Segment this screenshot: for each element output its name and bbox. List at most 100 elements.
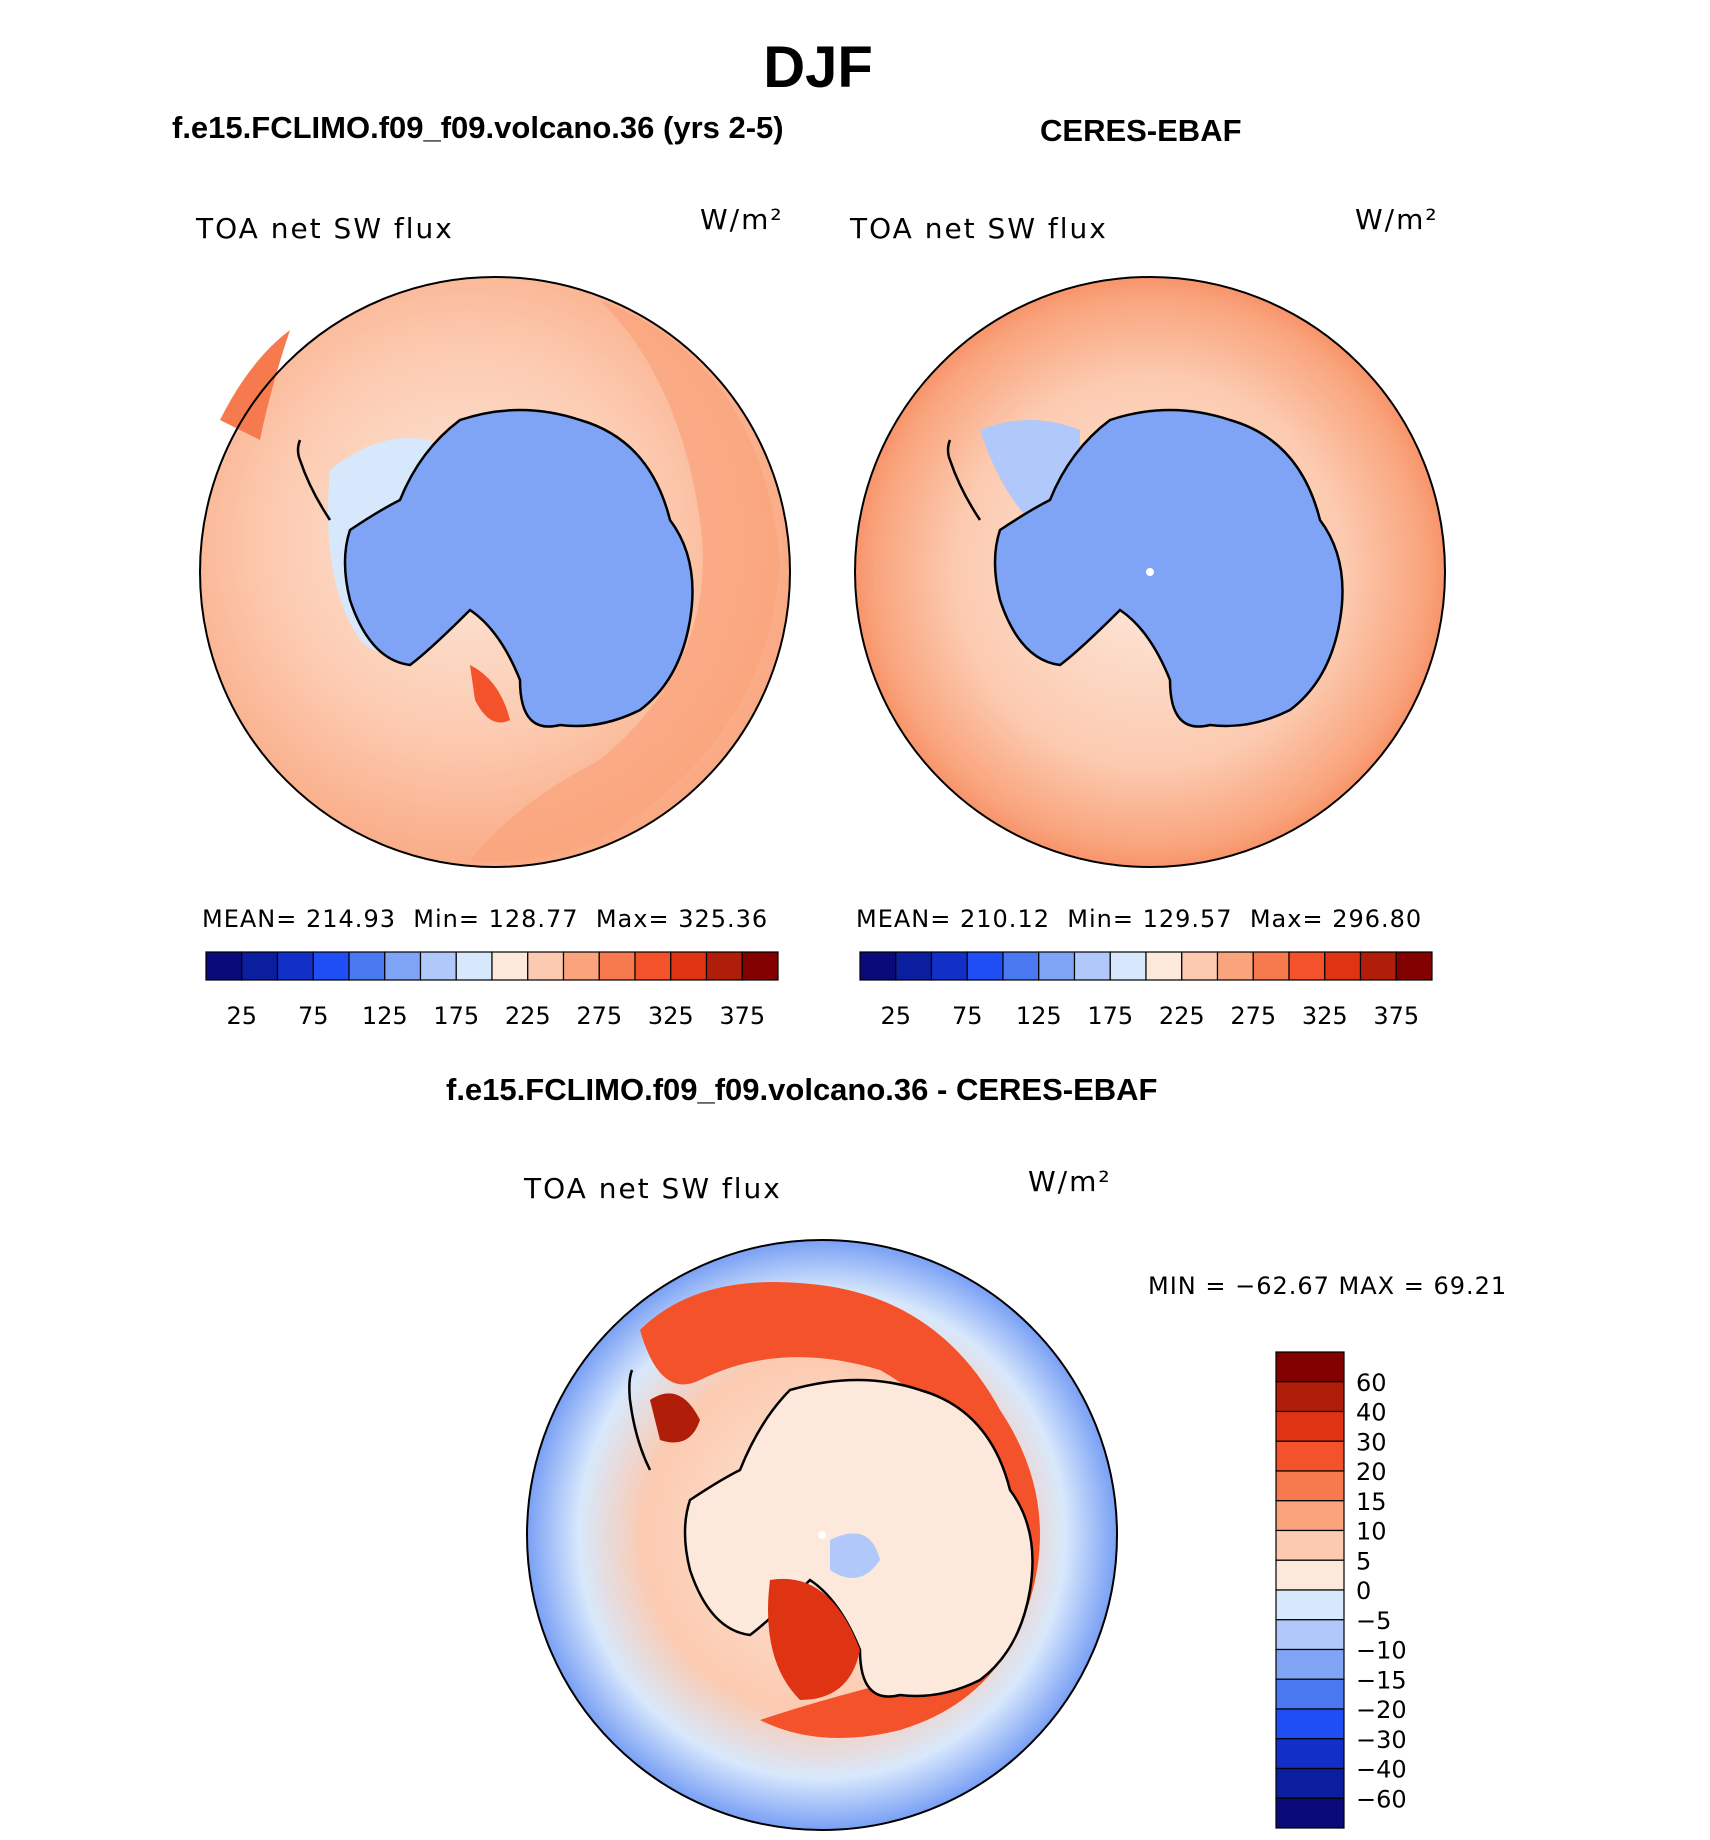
panel1-map — [199, 276, 791, 868]
panel3-colorbar-tick-label: −5 — [1356, 1607, 1391, 1635]
panel3-stats: MIN = −62.67 MAX = 69.21 — [1148, 1272, 1508, 1300]
panel3-cool-patch — [830, 1533, 880, 1578]
panel3-colorbar-tick-label: −10 — [1356, 1637, 1407, 1665]
panel2-max-label: Max= — [1249, 905, 1324, 933]
panel2-colorbar-swatch — [1109, 951, 1147, 981]
panel1-colorbar-tick-label: 75 — [298, 1002, 329, 1030]
panel1-colorbar: 25 75 125 175 225 275 325 375 — [205, 951, 779, 1030]
panel3-colorbar-tick-label: 0 — [1356, 1577, 1371, 1605]
panel1-outline — [199, 276, 791, 868]
panel2-colorbar-swatch — [1002, 951, 1040, 981]
panel3-colorbar-swatch — [1275, 1589, 1345, 1621]
panel2-mean-label: MEAN= — [856, 905, 952, 933]
panel1-colorbar-swatch — [455, 951, 493, 981]
panel1-colorbar-swatch — [384, 951, 422, 981]
panel1-colorbar-swatch — [205, 951, 243, 981]
panel1-colorbar-swatch — [634, 951, 672, 981]
panel2-colorbar-swatch — [859, 951, 897, 981]
panel3-title: f.e15.FCLIMO.f09_f09.volcano.36 - CERES-… — [446, 1072, 1158, 1107]
panel3-colorbar-swatch — [1275, 1440, 1345, 1472]
panel2-colorbar-swatch — [1038, 951, 1076, 981]
panel3-colorbar-swatch — [1275, 1767, 1345, 1799]
panel2-colorbar-tick-label: 25 — [880, 1002, 911, 1030]
panel2-colorbar-tick-label: 75 — [952, 1002, 983, 1030]
panel2-colorbar-swatch — [1216, 951, 1254, 981]
panel1-colorbar-swatch — [241, 951, 279, 981]
panel2-colorbar: 25 75 125 175 225 275 325 375 — [859, 951, 1433, 1030]
panel3-colorbar-swatch — [1275, 1797, 1345, 1829]
panel2-colorbar-swatch — [1073, 951, 1111, 981]
panel2-colorbar-swatch — [966, 951, 1004, 981]
panel2-colorbar-swatch — [1181, 951, 1219, 981]
panel1-min-label: Min= — [413, 905, 480, 933]
panel1-colorbar-swatch — [705, 951, 743, 981]
panel1-min-value: 128.77 — [488, 905, 579, 933]
panel1-colorbar-swatch — [312, 951, 350, 981]
panel1-variable: TOA net SW flux — [196, 212, 454, 245]
panel2-pole-dot — [1146, 568, 1154, 576]
panel3-colorbar-swatch — [1275, 1351, 1345, 1383]
panel3-colorbar-swatch — [1275, 1738, 1345, 1770]
panel2-mean-value: 210.12 — [960, 905, 1050, 933]
panel3-colorbar-swatch — [1275, 1678, 1345, 1710]
panel1-colorbar-tick-label: 25 — [226, 1002, 257, 1030]
panel1-colorbar-tick-label: 225 — [505, 1002, 551, 1030]
panel2-max-value: 296.80 — [1332, 905, 1423, 933]
panel1-colorbar-tick-label: 275 — [576, 1002, 622, 1030]
panel1-colorbar-tick-label: 125 — [362, 1002, 408, 1030]
panel1-antarctica — [343, 408, 694, 728]
panel3-north-warm-band — [640, 1282, 1040, 1738]
panel2-colorbar-swatch — [1288, 951, 1326, 981]
panel1-max-value: 325.36 — [678, 905, 769, 933]
panel2-outline — [854, 276, 1446, 868]
panel1-colorbar-swatch — [741, 951, 779, 981]
panel1-colorbar-swatch — [276, 951, 314, 981]
panel1-colorbar-swatch — [491, 951, 529, 981]
panel3-colorbar-swatch — [1275, 1648, 1345, 1680]
panel3-colorbar-swatch — [1275, 1410, 1345, 1442]
panel1-colorbar-tick-label: 325 — [648, 1002, 694, 1030]
panel1-colorbar-tick-label: 375 — [719, 1002, 765, 1030]
panel3-colorbar-tick-label: 30 — [1356, 1428, 1387, 1456]
panel2-map — [854, 276, 1446, 868]
panel3-colorbar-tick-label: 15 — [1356, 1488, 1387, 1516]
panel3-colorbar-tick-label: 10 — [1356, 1518, 1387, 1546]
panel3-map — [526, 1239, 1118, 1831]
panel2-peninsula — [946, 439, 982, 521]
panel1-colorbar-swatch — [598, 951, 636, 981]
panel1-warm-ring — [470, 300, 780, 863]
panel2-colorbar-swatch — [895, 951, 933, 981]
panel3-colorbar-swatch — [1275, 1619, 1345, 1651]
panel2-colorbar-tick-label: 375 — [1373, 1002, 1419, 1030]
panel3-pole-dot — [818, 1531, 826, 1539]
panel1-colorbar-swatch — [562, 951, 600, 981]
panel1-mean-value: 214.93 — [306, 905, 396, 933]
panel3-colorbar-swatch — [1275, 1708, 1345, 1740]
panel1-colorbar-tick-label: 175 — [433, 1002, 479, 1030]
panel1-colorbar-swatch — [670, 951, 708, 981]
panel2-colorbar-tick-label: 175 — [1087, 1002, 1133, 1030]
panel2-variable: TOA net SW flux — [850, 212, 1108, 245]
panel1-title: f.e15.FCLIMO.f09_f09.volcano.36 (yrs 2-5… — [172, 110, 784, 145]
panel2-colorbar-tick-label: 275 — [1230, 1002, 1276, 1030]
panel1-ross-warm — [470, 665, 510, 723]
panel2-min-label: Min= — [1067, 905, 1134, 933]
panel1-colorbar-swatch — [419, 951, 457, 981]
panel1-colorbar-swatch — [348, 951, 386, 981]
panel2-colorbar-tick-label: 125 — [1016, 1002, 1062, 1030]
panel2-colorbar-swatch — [1252, 951, 1290, 981]
panel1-mean-label: MEAN= — [202, 905, 298, 933]
panel1-units: W/m² — [700, 203, 784, 236]
panel2-colorbar-swatch — [1324, 951, 1362, 981]
panel3-colorbar-tick-label: 20 — [1356, 1458, 1387, 1486]
panel3-colorbar-tick-label: −15 — [1356, 1666, 1407, 1694]
panel3-colorbar-tick-label: 40 — [1356, 1399, 1387, 1427]
panel3-colorbar-swatch — [1275, 1470, 1345, 1502]
panel3-colorbar-swatch — [1275, 1500, 1345, 1532]
panel2-colorbar-tick-label: 225 — [1159, 1002, 1205, 1030]
panel3-colorbar-tick-label: −40 — [1356, 1756, 1407, 1784]
panel2-units: W/m² — [1355, 203, 1439, 236]
panel3-dark-red-patch — [650, 1393, 700, 1443]
panel3-ross-warm — [768, 1578, 860, 1700]
